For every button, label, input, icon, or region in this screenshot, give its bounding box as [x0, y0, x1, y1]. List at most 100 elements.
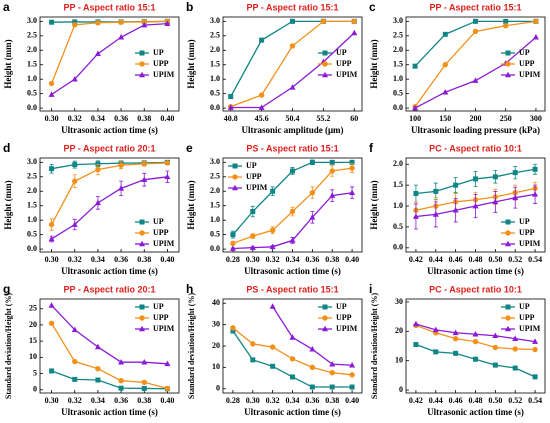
- data-point: [492, 362, 498, 368]
- y-tick-label: 1.5: [393, 60, 403, 69]
- y-tick-label: 10: [29, 352, 37, 361]
- legend-marker: [139, 230, 145, 236]
- panel-title: PC - Aspect ratio 10:1: [429, 143, 522, 153]
- y-tick-label: 0: [216, 384, 220, 393]
- data-point: [71, 326, 78, 333]
- x-tick-label: 45.6: [255, 114, 269, 123]
- legend-label: UP: [519, 48, 530, 57]
- x-tick-label: 0.38: [325, 396, 339, 405]
- x-tick-label: 0.48: [469, 255, 483, 264]
- data-point: [270, 363, 276, 369]
- x-tick-label: 0.36: [305, 255, 319, 264]
- data-point: [289, 208, 296, 215]
- data-point: [532, 166, 538, 172]
- data-point: [412, 320, 419, 327]
- legend-marker: [139, 325, 145, 332]
- data-point: [95, 166, 101, 173]
- y-tick-label: 2.5: [210, 172, 220, 181]
- x-tick-label: 0.44: [429, 255, 443, 264]
- y-tick-label: 2.5: [27, 31, 37, 40]
- data-point: [290, 374, 295, 380]
- plot-frame: [39, 298, 180, 394]
- legend-marker: [322, 50, 328, 56]
- data-point: [290, 18, 295, 24]
- data-point: [94, 199, 101, 206]
- legend-marker: [505, 315, 511, 321]
- legend-label: UP: [153, 217, 164, 226]
- x-tick-label: 0.32: [68, 396, 82, 405]
- legend-marker: [505, 325, 511, 332]
- data-point: [472, 28, 479, 35]
- y-axis-label: Standard deviation/Height (%): [4, 293, 13, 400]
- data-point: [453, 182, 459, 188]
- legend-label: UP: [519, 302, 530, 311]
- data-point: [289, 356, 296, 362]
- data-point: [473, 356, 478, 362]
- y-tick-label: 3.0: [27, 157, 37, 166]
- y-axis-label: Height (mm): [369, 39, 379, 88]
- data-point: [227, 104, 234, 110]
- x-tick-label: 0.32: [68, 255, 82, 264]
- x-tick-label: 0.42: [409, 255, 423, 264]
- panel-title: PC - Aspect ratio 10:1: [429, 284, 522, 294]
- data-point: [164, 160, 171, 166]
- series-line: [51, 23, 168, 96]
- x-tick-label: 0.52: [508, 255, 522, 264]
- data-point: [349, 165, 355, 171]
- data-point: [329, 192, 336, 198]
- x-tick-label: 100: [409, 114, 421, 123]
- x-tick-label: 200: [470, 114, 482, 123]
- data-point: [118, 359, 125, 365]
- x-tick-label: 0.36: [114, 396, 128, 405]
- y-tick-label: 40: [212, 298, 220, 307]
- x-tick-label: 0.30: [45, 396, 59, 405]
- y-axis-label: Height (mm): [3, 180, 13, 229]
- data-point: [473, 18, 478, 24]
- legend-marker: [139, 71, 145, 78]
- x-tick-label: 0.30: [246, 255, 260, 264]
- legend-label: UPP: [519, 59, 535, 68]
- legend-marker: [505, 61, 511, 67]
- y-tick-label: 1.5: [27, 60, 37, 69]
- x-axis-label: Ultrasonic action time (s): [61, 266, 158, 276]
- data-point: [309, 190, 316, 196]
- data-point: [349, 384, 355, 390]
- data-point: [230, 325, 236, 331]
- y-tick-label: 2.0: [210, 45, 220, 54]
- data-point: [72, 358, 78, 365]
- data-point: [250, 341, 256, 347]
- plot-frame: [39, 157, 180, 253]
- data-point: [141, 379, 147, 386]
- y-tick-label: 0.0: [393, 103, 403, 112]
- data-point: [118, 377, 124, 384]
- data-point: [141, 359, 148, 365]
- legend-marker: [139, 61, 145, 67]
- data-point: [118, 385, 124, 391]
- x-axis-label: Ultrasonic action time (s): [61, 407, 158, 417]
- legend-marker: [232, 174, 238, 180]
- legend-label: UPP: [519, 313, 535, 322]
- y-tick-label: 0.0: [210, 244, 220, 253]
- data-point: [351, 18, 357, 25]
- data-point: [349, 189, 356, 196]
- data-point: [118, 19, 124, 25]
- series-line: [51, 322, 168, 390]
- y-tick-label: 0: [33, 385, 37, 394]
- data-point: [512, 194, 519, 200]
- panel-title: PP - Aspect ratio 15:1: [246, 2, 338, 12]
- y-tick-label: 2.0: [210, 186, 220, 195]
- x-tick-label: 0.38: [137, 114, 151, 123]
- y-tick-label: 2.5: [393, 31, 403, 40]
- x-tick-label: 50.4: [286, 114, 300, 123]
- legend-label: UP: [336, 48, 347, 57]
- x-tick-label: 0.30: [45, 114, 59, 123]
- data-point: [309, 364, 316, 371]
- data-point: [433, 349, 439, 355]
- series-line: [51, 305, 168, 365]
- data-point: [349, 372, 355, 378]
- x-tick-label: 0.46: [449, 396, 463, 405]
- data-point: [309, 384, 315, 390]
- x-tick-label: 0.32: [266, 396, 280, 405]
- data-point: [503, 18, 509, 24]
- legend-marker: [322, 304, 328, 310]
